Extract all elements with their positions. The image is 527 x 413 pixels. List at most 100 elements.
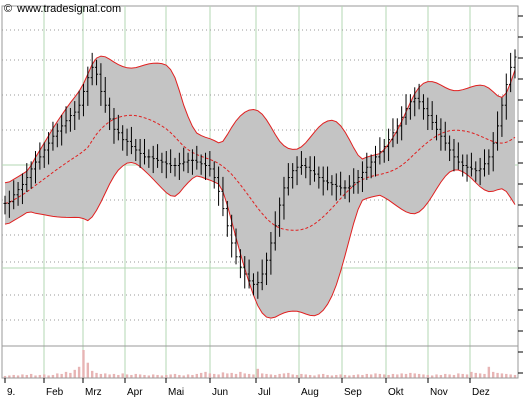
volume-bar <box>505 373 508 378</box>
upper-band-line <box>4 55 516 184</box>
volume-bar <box>234 373 238 378</box>
volume-bar <box>226 373 229 378</box>
volume-bar <box>160 375 164 378</box>
volume-bar <box>348 375 351 378</box>
volume-bar <box>452 374 456 378</box>
x-tick-label: Nov <box>430 387 448 398</box>
volume-bar <box>230 372 233 378</box>
volume-bar <box>47 375 50 378</box>
bollinger-bands <box>4 55 516 319</box>
copyright-symbol: © <box>4 3 12 15</box>
volume-bar <box>21 374 24 378</box>
x-tick-label: Aug <box>301 387 319 398</box>
x-tick-label: Jul <box>258 387 271 398</box>
volume-bar <box>247 373 251 378</box>
volume-bar <box>69 372 72 378</box>
volume-bar <box>178 374 181 378</box>
volume-bar <box>3 375 7 378</box>
volume-bar <box>12 374 15 378</box>
x-tick-label: 9. <box>7 387 15 398</box>
volume-bar <box>43 374 46 378</box>
volume-bar <box>173 373 177 378</box>
volume-bar <box>487 366 491 378</box>
x-tick-label: Jun <box>212 387 228 398</box>
volume-bar <box>356 374 360 378</box>
volume-bar <box>73 369 76 378</box>
volume-bar <box>422 374 425 378</box>
volume-bar <box>38 374 42 378</box>
volume-bar <box>470 371 473 378</box>
band-fill <box>5 56 515 319</box>
volume-bar <box>82 350 85 378</box>
x-tick-label: Apr <box>127 387 143 398</box>
volume-bar <box>56 373 59 378</box>
volume-bar <box>369 374 373 378</box>
volume-bar <box>417 373 421 378</box>
x-tick-label: Sep <box>344 387 362 398</box>
volume-bar <box>387 374 390 378</box>
volume-bar <box>182 375 185 378</box>
volume-bar <box>391 373 395 378</box>
lower-band-line <box>4 161 516 319</box>
volume-bar <box>143 374 146 378</box>
volume-bar <box>64 371 68 378</box>
volume-bar <box>308 374 312 378</box>
volume-bar <box>474 372 477 378</box>
volume-bar <box>343 374 347 378</box>
volume-bar <box>287 372 290 378</box>
volume-bar <box>326 374 329 378</box>
volume-bar <box>335 374 338 378</box>
volume-bar <box>478 373 482 378</box>
volume-bar <box>509 374 512 378</box>
volume-bar <box>513 374 517 378</box>
x-tick-label: Dez <box>472 387 490 398</box>
volume-bar <box>317 374 321 378</box>
volume-bar <box>457 373 460 378</box>
volume-bar <box>426 374 430 378</box>
volume-bar <box>147 375 151 378</box>
volume-bar <box>117 374 120 378</box>
volume-bar <box>130 374 133 378</box>
volume-bar <box>156 374 159 378</box>
volume-bar <box>77 366 81 378</box>
volume-bar <box>90 370 94 378</box>
volume-bar <box>191 374 194 378</box>
volume-bar <box>252 374 255 378</box>
volume-bar <box>86 362 90 378</box>
volume-bar <box>239 371 242 378</box>
x-axis: 9. Feb Mrz Apr Mai Jun Jul Aug Sep Okt Nov Dez <box>2 15 523 398</box>
volume-bar <box>461 373 464 378</box>
volume-bar <box>213 373 216 378</box>
volume-bar <box>195 373 198 378</box>
x-tick-label: Okt <box>388 387 404 398</box>
volume-bar <box>374 373 377 378</box>
volume-bar <box>413 373 416 378</box>
volume-bar <box>465 374 469 378</box>
volume-bar <box>104 373 107 378</box>
volume-bar <box>383 374 386 378</box>
volume-bar <box>260 373 264 378</box>
volume-bar <box>435 374 438 378</box>
volume-bar <box>256 368 260 378</box>
volume-bar <box>352 374 355 378</box>
volume-bar <box>400 373 403 378</box>
volume-bar <box>16 375 20 378</box>
watermark-url: www.tradesignal.com <box>16 3 121 15</box>
volume-bar <box>217 374 220 378</box>
volume-bar <box>304 374 307 378</box>
watermark-text: © www.tradesignal.com <box>4 3 121 15</box>
volume-bar <box>439 374 443 378</box>
volume-bar <box>444 373 447 378</box>
volume-bar <box>95 372 98 378</box>
x-tick-label: Feb <box>46 387 64 398</box>
volume-bar <box>25 374 28 378</box>
volume-bar <box>34 375 37 378</box>
middle-band-line <box>4 114 516 231</box>
volume-bar <box>300 373 303 378</box>
volume-bar <box>361 374 364 378</box>
volume-bar <box>134 373 137 378</box>
volume-bar <box>121 373 124 378</box>
volume-bar <box>496 372 499 378</box>
